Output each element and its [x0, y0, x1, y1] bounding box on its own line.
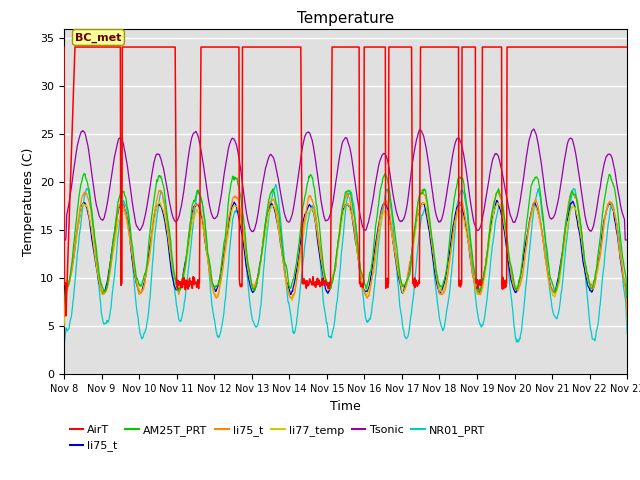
Legend: AirT, li75_t, AM25T_PRT, li75_t, li77_temp, Tsonic, NR01_PRT: AirT, li75_t, AM25T_PRT, li75_t, li77_te… [70, 425, 485, 451]
Title: Temperature: Temperature [297, 11, 394, 26]
X-axis label: Time: Time [330, 400, 361, 413]
Text: BC_met: BC_met [76, 32, 122, 43]
Y-axis label: Temperatures (C): Temperatures (C) [22, 147, 35, 256]
